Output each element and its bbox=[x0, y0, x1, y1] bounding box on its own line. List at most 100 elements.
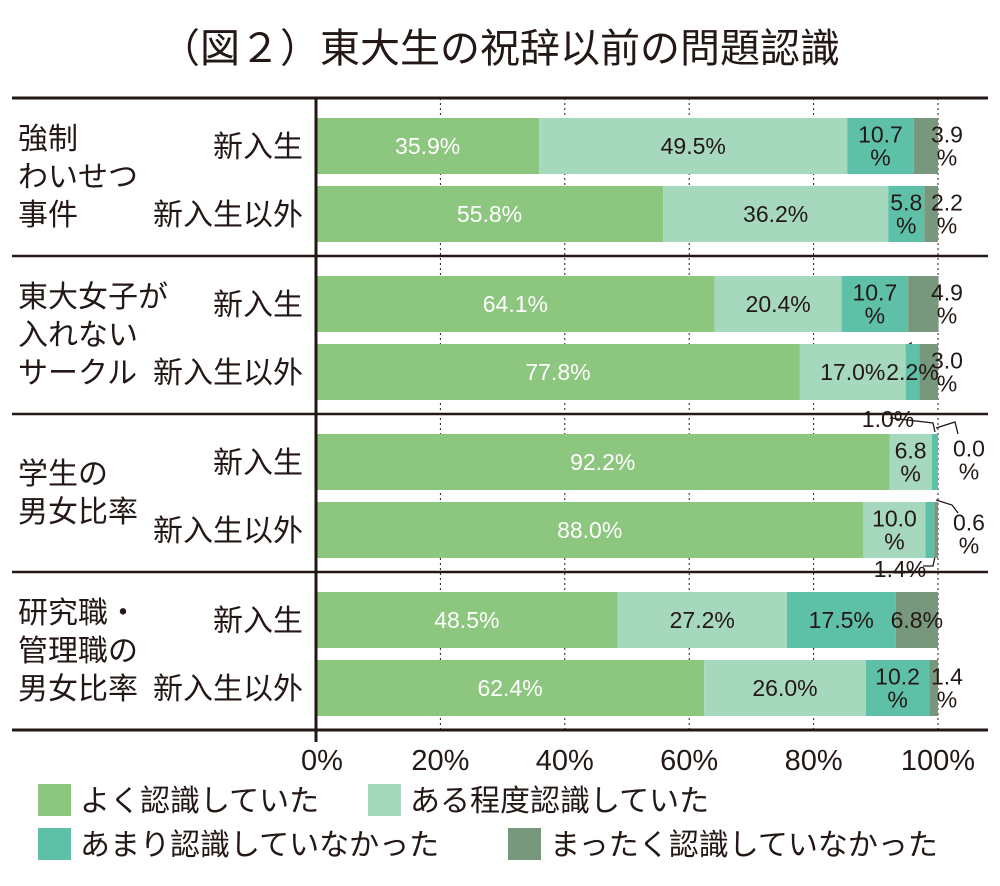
x-tick-label: 0% bbox=[301, 745, 343, 777]
data-label: % bbox=[959, 533, 979, 559]
legend-label: あまり認識していなかった bbox=[80, 828, 439, 863]
x-tick-label: 20% bbox=[411, 745, 469, 777]
bar-segment bbox=[895, 592, 938, 648]
data-label: 0.0 bbox=[953, 436, 985, 462]
bar-segment bbox=[617, 592, 787, 648]
bar-segment bbox=[316, 344, 800, 400]
bar-segment bbox=[786, 592, 896, 648]
chart-title: （図２）東大生の祝辞以前の問題認識 bbox=[160, 26, 840, 72]
data-label: 10.2 bbox=[875, 664, 920, 690]
data-label: 20.4% bbox=[746, 291, 811, 317]
bar-segment bbox=[919, 344, 938, 400]
group-label: 管理職の bbox=[18, 634, 138, 669]
bar-segment bbox=[316, 592, 618, 648]
data-label: % bbox=[865, 303, 885, 329]
bar-segment bbox=[316, 118, 540, 174]
data-label: 35.9% bbox=[395, 133, 460, 159]
data-label: 64.1% bbox=[483, 291, 548, 317]
legend-label: ある程度認識していた bbox=[410, 784, 709, 819]
data-label: 10.0 bbox=[872, 506, 917, 532]
bar-segment bbox=[905, 344, 920, 400]
data-label: 88.0% bbox=[557, 517, 622, 543]
bar-segment bbox=[799, 344, 906, 400]
bar-segment bbox=[908, 276, 939, 332]
group-label: 男女比率 bbox=[18, 495, 138, 530]
bar-segment bbox=[714, 276, 842, 332]
data-label: 48.5% bbox=[434, 607, 499, 633]
bar-segment bbox=[931, 434, 938, 490]
data-label: 0.6 bbox=[953, 510, 985, 536]
data-label: 6.8% bbox=[891, 607, 943, 633]
x-tick-label: 100% bbox=[901, 745, 975, 777]
bar-segment bbox=[539, 118, 848, 174]
data-label: 36.2% bbox=[743, 201, 808, 227]
bar-segment bbox=[847, 118, 914, 174]
data-label: % bbox=[937, 145, 957, 171]
data-label: % bbox=[937, 687, 957, 713]
legend-label: まったく認識していなかった bbox=[550, 828, 938, 863]
bar-segment bbox=[863, 502, 926, 558]
data-label: 92.2% bbox=[570, 449, 635, 475]
data-label: % bbox=[884, 529, 904, 555]
row-label: 新入生以外 bbox=[153, 514, 303, 549]
group-label: 強制 bbox=[18, 122, 78, 157]
data-label: % bbox=[937, 371, 957, 397]
bar-segment bbox=[934, 502, 938, 558]
data-label: % bbox=[900, 461, 920, 487]
data-label: 3.0 bbox=[931, 348, 963, 374]
x-tick-label: 40% bbox=[536, 745, 594, 777]
bar-segment bbox=[316, 276, 715, 332]
bar-segment bbox=[889, 434, 932, 490]
data-label: 4.9 bbox=[931, 280, 963, 306]
bar-segment bbox=[913, 118, 938, 174]
data-label: 1.0% bbox=[862, 406, 914, 432]
leader-line bbox=[935, 499, 959, 514]
row-label: 新入生 bbox=[213, 604, 303, 639]
data-label: 3.9 bbox=[931, 122, 963, 148]
data-label: 1.4% bbox=[874, 556, 926, 582]
data-label: % bbox=[937, 213, 957, 239]
group-label: 研究職・ bbox=[18, 596, 138, 631]
group-label: サークル bbox=[18, 356, 137, 391]
bar-segment bbox=[924, 186, 938, 242]
x-tick-label: 80% bbox=[785, 745, 843, 777]
bar-segment bbox=[704, 660, 866, 716]
data-label: % bbox=[959, 459, 979, 485]
row-label: 新入生以外 bbox=[153, 198, 303, 233]
data-label: 6.8 bbox=[895, 438, 927, 464]
legend-swatch bbox=[38, 828, 71, 860]
data-label: % bbox=[887, 687, 907, 713]
bar-segment bbox=[841, 276, 909, 332]
data-label: 5.8 bbox=[890, 190, 922, 216]
data-label: 10.7 bbox=[858, 122, 903, 148]
leader-line bbox=[935, 421, 959, 435]
data-label: 26.0% bbox=[752, 675, 817, 701]
group-label: 男女比率 bbox=[18, 672, 138, 707]
group-label: わいせつ bbox=[18, 160, 138, 195]
bar-segment bbox=[316, 186, 664, 242]
data-label: 77.8% bbox=[525, 359, 590, 385]
data-label: 10.7 bbox=[852, 280, 897, 306]
data-label: 27.2% bbox=[670, 607, 735, 633]
bar-segment bbox=[888, 186, 925, 242]
data-label: 62.4% bbox=[477, 675, 542, 701]
data-label: 49.5% bbox=[661, 133, 726, 159]
row-label: 新入生 bbox=[213, 130, 303, 165]
x-tick-label: 60% bbox=[660, 745, 718, 777]
data-label: 2.2% bbox=[886, 359, 938, 385]
legend-swatch bbox=[508, 828, 541, 860]
data-label: 2.2 bbox=[931, 190, 963, 216]
bar-segment bbox=[925, 502, 935, 558]
group-label: 入れない bbox=[18, 318, 138, 353]
legend-swatch bbox=[368, 784, 401, 816]
bar-segment bbox=[865, 660, 930, 716]
data-label: % bbox=[870, 145, 890, 171]
bar-segment bbox=[316, 434, 890, 490]
data-label: 17.5% bbox=[809, 607, 874, 633]
bar-segment bbox=[663, 186, 889, 242]
data-label: % bbox=[896, 213, 916, 239]
group-label: 学生の bbox=[18, 457, 108, 492]
legend-label: よく認識していた bbox=[80, 784, 319, 819]
